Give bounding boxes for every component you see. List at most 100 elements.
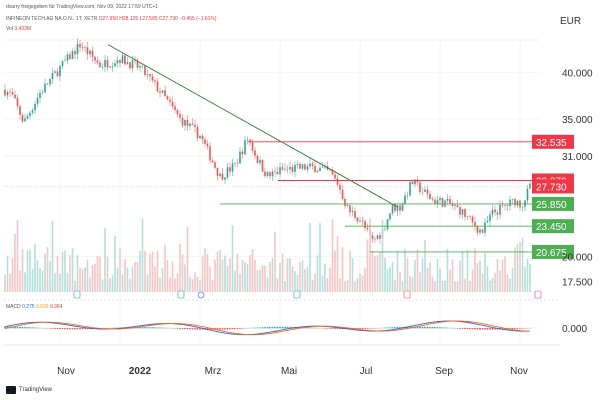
volume-bar xyxy=(291,266,294,292)
macd-histogram-bar xyxy=(214,328,216,330)
candle-body xyxy=(146,74,149,76)
macd-histogram-bar xyxy=(516,328,519,329)
candle-body xyxy=(249,139,251,143)
macd-histogram-bar xyxy=(194,328,196,330)
candle-body xyxy=(479,229,481,233)
macd-histogram-bar xyxy=(424,326,426,329)
volume-bar xyxy=(289,258,291,292)
macd-histogram-bar xyxy=(224,328,226,330)
macd-histogram-bar xyxy=(86,328,89,330)
macd-histogram-bar xyxy=(466,328,469,330)
volume-bar xyxy=(516,244,519,292)
y-tick-label: 20.000 xyxy=(562,252,593,263)
macd-histogram-bar xyxy=(464,328,466,329)
candle-body xyxy=(464,209,466,217)
candle-body xyxy=(434,199,436,204)
candle-body xyxy=(279,167,281,175)
x-tick-label: Nov xyxy=(57,366,75,377)
level-badge-5 xyxy=(532,244,574,259)
candle-body xyxy=(131,60,134,69)
volume-bar xyxy=(216,251,219,292)
macd-histogram-bar xyxy=(264,327,266,329)
symbol-name: INFINEON TECH.AG NA O.N., 1T, XETR xyxy=(6,16,98,22)
macd-histogram-bar xyxy=(481,328,484,330)
candle-body xyxy=(16,98,19,107)
volume-bar xyxy=(99,256,101,292)
candle-body xyxy=(474,222,476,227)
macd-histogram-bar xyxy=(281,326,284,329)
macd-histogram-bar xyxy=(369,328,371,329)
candle-body xyxy=(514,198,516,206)
volume-bar xyxy=(241,260,244,292)
candle-body xyxy=(361,220,364,222)
candle-body xyxy=(189,123,191,126)
volume-bars xyxy=(4,218,531,292)
macd-histogram-bar xyxy=(494,328,496,330)
candle-body xyxy=(64,60,66,62)
volume-bar xyxy=(454,281,456,292)
candle-body xyxy=(89,50,91,55)
currency-label: EUR xyxy=(560,16,582,27)
x-tick-label: 2022 xyxy=(129,366,152,377)
candle-body xyxy=(244,140,246,155)
volume-bar xyxy=(439,268,441,292)
volume-bar xyxy=(524,267,526,292)
macd-value-2: 0.639 xyxy=(36,304,49,310)
macd-histogram-bar xyxy=(104,328,106,329)
candle-body xyxy=(211,160,214,163)
volume-bar xyxy=(369,218,371,292)
macd-histogram-bar xyxy=(114,327,116,329)
macd-histogram-bar xyxy=(436,327,439,329)
level-badge-4 xyxy=(532,219,574,234)
macd-histogram-bar xyxy=(231,328,234,330)
candle-body xyxy=(429,193,431,200)
candle-body xyxy=(254,150,256,156)
volume-bar xyxy=(261,265,264,292)
volume-bar xyxy=(236,253,239,292)
volume-bar xyxy=(359,273,361,292)
macd-histogram-bar xyxy=(241,328,244,329)
volume-bar xyxy=(321,275,324,292)
candle-body xyxy=(19,106,21,115)
volume-bar xyxy=(211,279,214,292)
volume-bar xyxy=(59,273,61,292)
macd-histogram-bar xyxy=(36,327,39,329)
volume-bar xyxy=(259,269,261,292)
candle-body xyxy=(391,203,394,214)
macd-histogram-bar xyxy=(491,328,494,330)
volume-value: 3.433M xyxy=(14,26,32,32)
candle-body xyxy=(116,60,119,64)
volume-bar xyxy=(54,273,56,292)
candle-body xyxy=(311,163,314,166)
macd-histogram-bar xyxy=(66,328,69,330)
candle-body xyxy=(456,205,459,207)
macd-histogram-bar xyxy=(256,327,259,329)
macd-histogram-bar xyxy=(259,327,261,329)
candle-body xyxy=(416,179,419,183)
macd-histogram-bar xyxy=(254,327,256,329)
volume-bar xyxy=(506,274,509,292)
candle-body xyxy=(71,51,74,60)
volume-bar xyxy=(89,277,91,292)
candle-body xyxy=(246,139,249,141)
candle-body xyxy=(141,65,144,67)
volume-bar xyxy=(366,239,369,292)
candle-body xyxy=(174,106,176,110)
macd-histogram-bar xyxy=(226,328,229,330)
y-tick-label: 17.500 xyxy=(562,277,593,288)
volume-bar xyxy=(474,248,476,292)
candle-body xyxy=(76,43,79,55)
x-tick-label: Mai xyxy=(281,366,297,377)
candle-body xyxy=(4,89,6,96)
macd-histogram-bar xyxy=(251,327,254,329)
volume-bar xyxy=(304,269,306,292)
volume-bar xyxy=(481,273,484,292)
candle-body xyxy=(259,160,261,164)
candle-body xyxy=(389,213,391,220)
volume-bar xyxy=(519,242,521,292)
volume-bar xyxy=(19,270,21,292)
volume-bar xyxy=(301,260,304,292)
volume-bar xyxy=(244,262,246,292)
macd-histogram-bar xyxy=(261,327,264,329)
